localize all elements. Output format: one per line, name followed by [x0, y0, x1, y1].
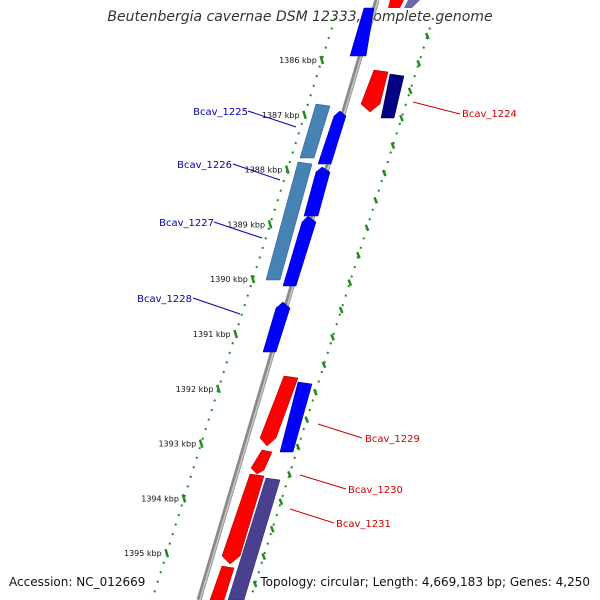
- scale-label: 1388 kbp: [245, 166, 283, 175]
- gene-label-bcav-1229[interactable]: Bcav_1229: [365, 434, 420, 445]
- gene-feature[interactable]: [388, 0, 404, 8]
- scale-label: 1392 kbp: [176, 385, 214, 394]
- right-scale-tick: [424, 32, 430, 40]
- genome-summary-text: Topology: circular; Length: 4,669,183 bp…: [260, 575, 590, 589]
- gene-feature[interactable]: [404, 0, 420, 8]
- reverse-strand-genes: [209, 0, 404, 600]
- gene-label-bcav-1226[interactable]: Bcav_1226: [177, 160, 232, 171]
- right-scale-tick: [399, 114, 404, 122]
- scale-label: 1394 kbp: [141, 494, 179, 503]
- scale-tick: [302, 110, 307, 120]
- right-scale-tick: [295, 443, 301, 451]
- gene-feature[interactable]: [265, 161, 313, 281]
- gene-feature[interactable]: [349, 7, 375, 57]
- scale-label: 1387 kbp: [262, 111, 300, 120]
- gene-feature[interactable]: [360, 69, 389, 113]
- gene-label-bcav-1227[interactable]: Bcav_1227: [159, 218, 214, 229]
- right-scale-tick: [338, 306, 344, 314]
- gene-labels-left: Bcav_1225 Bcav_1226 Bcav_1227 Bcav_1228: [137, 107, 248, 305]
- scale-label: 1393 kbp: [158, 440, 196, 449]
- right-scale-tick: [304, 416, 310, 424]
- scale-tick: [267, 220, 273, 229]
- scale-ticks: 1386 kbp 1387 kbp 1388 kbp 1389 kbp 1390 kbp…: [124, 55, 325, 558]
- gene-label-bcav-1228[interactable]: Bcav_1228: [137, 294, 192, 305]
- right-scale-tick: [373, 196, 379, 204]
- label-leaders: [192, 101, 461, 524]
- gene-label-bcav-1225[interactable]: Bcav_1225: [193, 107, 248, 118]
- gene-feature[interactable]: [282, 215, 317, 287]
- forward-strand-genes: [227, 0, 420, 600]
- gene-label-bcav-1231[interactable]: Bcav_1231: [336, 519, 391, 530]
- scale-tick: [319, 55, 325, 65]
- gene-feature[interactable]: [259, 375, 299, 447]
- scale-label: 1389 kbp: [227, 220, 265, 229]
- backbone-highlight: [199, 0, 379, 600]
- right-scale-tick: [287, 470, 292, 478]
- scale-tick: [284, 165, 290, 174]
- scale-tick: [181, 494, 187, 503]
- right-scale-tick: [356, 251, 361, 259]
- right-scale-tick: [261, 553, 267, 561]
- gene-feature[interactable]: [262, 301, 291, 353]
- right-scale-tick: [278, 498, 284, 506]
- right-scale-tick: [252, 580, 258, 588]
- right-scale-tick: [407, 87, 413, 95]
- gene-feature[interactable]: [303, 166, 331, 217]
- right-scale-ticks: [252, 32, 430, 588]
- right-scale-tick: [390, 142, 396, 150]
- scale-tick: [216, 384, 221, 394]
- scale-label: 1386 kbp: [279, 56, 317, 65]
- genome-title: Beutenbergia cavernae DSM 12333, complet…: [107, 9, 493, 25]
- scale-tick: [233, 329, 239, 339]
- gene-feature[interactable]: [221, 473, 265, 565]
- right-scale-tick: [330, 333, 335, 341]
- gene-label-bcav-1230[interactable]: Bcav_1230: [348, 485, 403, 496]
- gene-feature[interactable]: [209, 565, 235, 600]
- scale-label: 1395 kbp: [124, 549, 162, 558]
- right-scale-tick: [364, 224, 370, 232]
- gene-feature[interactable]: [299, 103, 331, 159]
- right-scale-tick: [347, 279, 353, 287]
- scale-tick: [164, 548, 170, 558]
- right-dotted-track: [249, 17, 434, 600]
- gene-feature[interactable]: [227, 477, 281, 600]
- rna-features: [265, 103, 331, 281]
- scale-label: 1390 kbp: [210, 275, 248, 284]
- scale-tick: [198, 439, 204, 448]
- gene-labels-right: Bcav_1224 Bcav_1229 Bcav_1230 Bcav_1231: [336, 109, 517, 530]
- right-scale-tick: [321, 361, 327, 369]
- right-scale-tick: [416, 59, 422, 67]
- gene-feature[interactable]: [250, 449, 273, 475]
- right-scale-tick: [381, 169, 387, 177]
- right-scale-tick: [312, 388, 318, 396]
- right-scale-tick: [269, 525, 275, 533]
- scale-label: 1391 kbp: [193, 330, 231, 339]
- gene-feature[interactable]: [279, 381, 313, 453]
- genome-backbone: [196, 0, 380, 600]
- scale-tick: [250, 274, 256, 284]
- accession-text: Accession: NC_012669: [9, 575, 146, 589]
- gene-feature[interactable]: [380, 73, 405, 119]
- gene-feature[interactable]: [317, 110, 347, 165]
- gene-label-bcav-1224[interactable]: Bcav_1224: [462, 109, 517, 120]
